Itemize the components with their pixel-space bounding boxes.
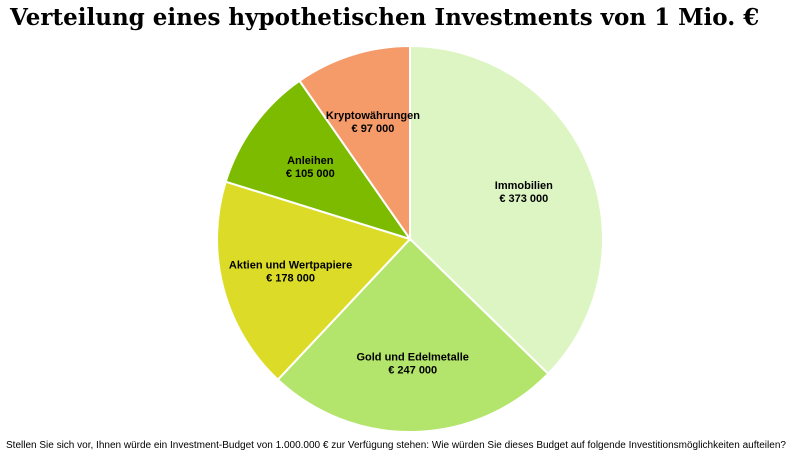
slice-value: € 178 000 [266,272,315,284]
slice-label-gold-und-edelmetalle: Gold und Edelmetalle € 247 000 [356,351,468,376]
slice-name: Gold und Edelmetalle [356,351,468,363]
slice-name: Kryptowährungen [326,110,420,122]
slice-label-kryptowaehrungen: Kryptowährungen € 97 000 [326,110,420,135]
slice-value: € 97 000 [352,123,395,135]
slice-value: € 373 000 [499,193,548,205]
pie-slices [216,44,604,433]
slice-value: € 105 000 [286,168,335,180]
pie-slice-anleihen [224,79,413,241]
pie-slice-kryptowaehrungen [298,44,411,243]
slice-label-aktien-und-wertpapiere: Aktien und Wertpapiere € 178 000 [229,259,352,284]
pie-slice-gold-und-edelmetalle [276,237,550,433]
slice-name: Anleihen [287,155,334,167]
slice-value: € 247 000 [388,364,437,376]
slice-label-anleihen: Anleihen € 105 000 [286,155,335,180]
pie-slice-immobilien [409,44,604,376]
chart-title: Verteilung eines hypothetischen Investme… [10,4,760,31]
slice-label-immobilien: Immobilien € 373 000 [495,180,553,205]
slice-name: Aktien und Wertpapiere [229,259,352,271]
slice-name: Immobilien [495,180,553,192]
chart-caption: Stellen Sie sich vor, Ihnen würde ein In… [6,440,786,451]
pie-slice-aktien-und-wertpapiere [216,180,412,382]
